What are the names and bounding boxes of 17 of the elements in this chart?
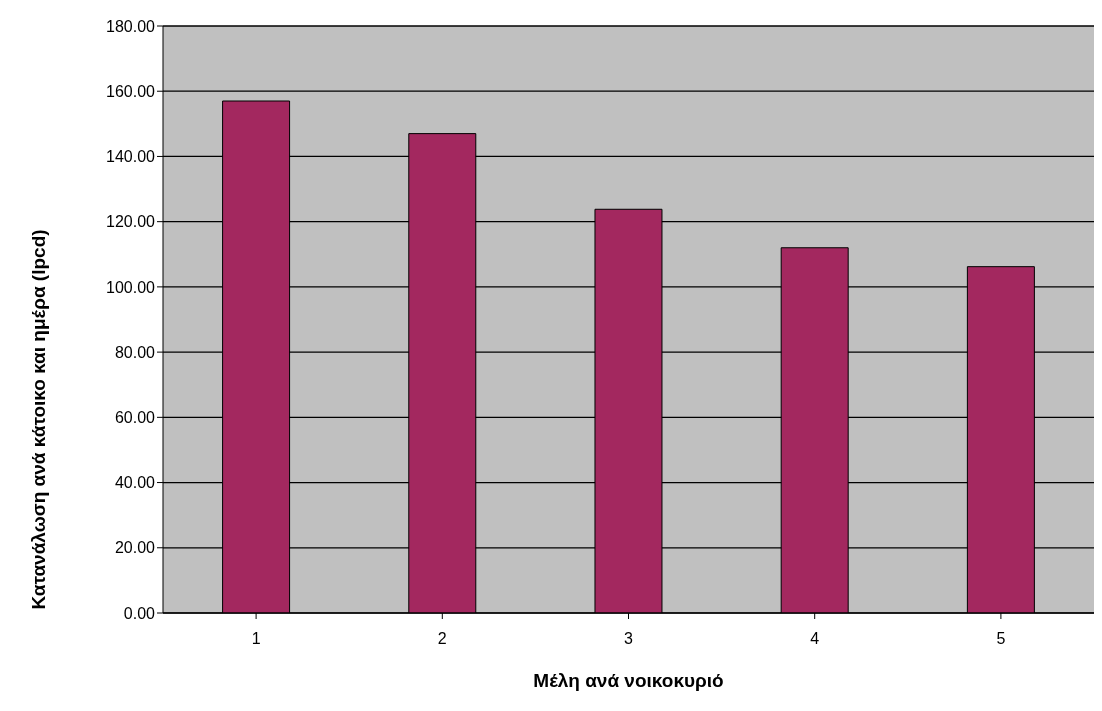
- y-tick-label: 120.00: [106, 213, 156, 231]
- y-tick-label: 180.00: [106, 17, 156, 35]
- x-tick-label: 3: [624, 630, 634, 648]
- y-axis-title: Κατανάλωση ανά κάτοικο και ημέρα (lpcd): [27, 229, 49, 610]
- y-tick-label: 80.00: [114, 343, 156, 361]
- y-tick-label: 0.00: [123, 604, 156, 622]
- x-axis-title: Μέλη ανά νοικοκυριό: [533, 670, 724, 691]
- y-tick-label: 60.00: [114, 409, 156, 427]
- x-tick-label: 5: [996, 630, 1006, 648]
- y-tick-label: 100.00: [106, 278, 156, 296]
- x-tick-label: 2: [437, 630, 447, 648]
- y-tick-label: 160.00: [106, 82, 156, 100]
- y-tick-label: 20.00: [114, 539, 156, 557]
- x-tick-label: 4: [810, 630, 820, 648]
- y-tick-label: 40.00: [114, 474, 156, 492]
- y-tick-label: 140.00: [106, 148, 156, 166]
- x-tick-label: 1: [251, 630, 261, 648]
